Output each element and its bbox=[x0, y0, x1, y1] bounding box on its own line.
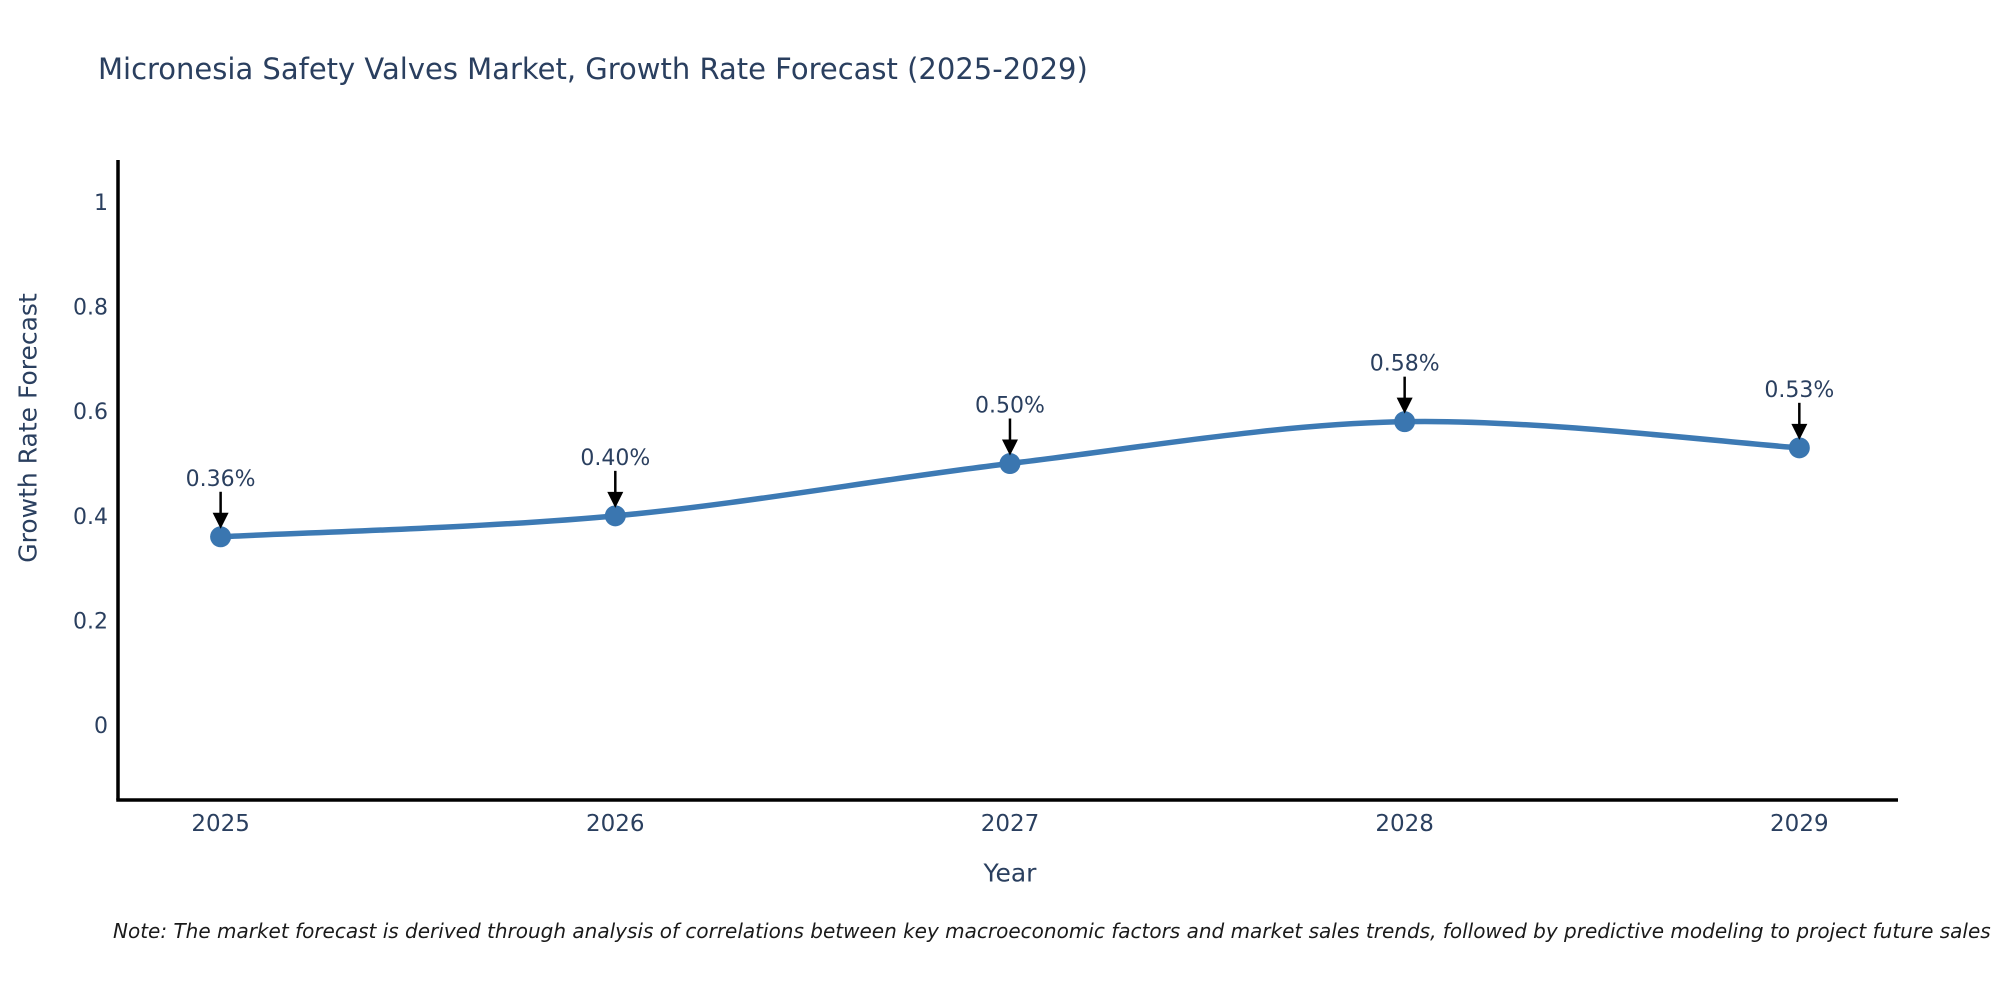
data-point-marker[interactable] bbox=[1788, 437, 1810, 459]
y-tick-label: 0.6 bbox=[73, 400, 108, 425]
footnote: Note: The market forecast is derived thr… bbox=[113, 919, 1991, 943]
y-tick-label: 1 bbox=[94, 191, 108, 216]
data-point-marker[interactable] bbox=[999, 453, 1021, 475]
annotation-label: 0.50% bbox=[975, 394, 1045, 419]
x-tick-label: 2026 bbox=[586, 811, 645, 837]
y-tick-label: 0 bbox=[94, 714, 108, 739]
data-point-marker[interactable] bbox=[1394, 411, 1416, 433]
data-point-marker[interactable] bbox=[604, 505, 626, 527]
annotation-label: 0.36% bbox=[186, 467, 256, 492]
annotation-arrowhead-icon bbox=[1396, 397, 1413, 414]
data-point-marker[interactable] bbox=[210, 526, 232, 548]
y-tick-label: 0.8 bbox=[73, 296, 108, 321]
annotation-arrowhead-icon bbox=[212, 512, 229, 529]
annotation-label: 0.53% bbox=[1764, 378, 1834, 403]
annotation-arrowhead-icon bbox=[1791, 423, 1808, 440]
x-tick-label: 2028 bbox=[1375, 811, 1434, 837]
y-tick-label: 0.2 bbox=[73, 610, 108, 635]
x-tick-label: 2025 bbox=[191, 811, 250, 837]
chart-title: Micronesia Safety Valves Market, Growth … bbox=[98, 52, 1088, 86]
x-tick-label: 2027 bbox=[981, 811, 1040, 837]
annotation-label: 0.58% bbox=[1370, 352, 1440, 377]
annotation-label: 0.40% bbox=[580, 446, 650, 471]
x-tick-label: 2029 bbox=[1770, 811, 1829, 837]
x-axis-title: Year bbox=[983, 858, 1037, 888]
y-tick-label: 0.4 bbox=[73, 505, 108, 530]
annotation-arrowhead-icon bbox=[1001, 439, 1018, 456]
annotation-arrowhead-icon bbox=[607, 491, 624, 508]
